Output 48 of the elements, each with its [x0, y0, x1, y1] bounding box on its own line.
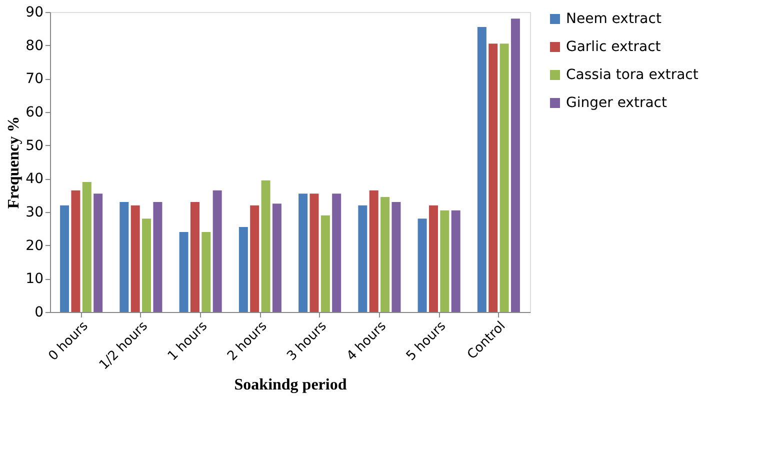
- y-tick-label: 0: [34, 304, 44, 320]
- bar: [272, 204, 282, 312]
- bar: [332, 194, 342, 312]
- bar: [71, 190, 80, 312]
- legend-label: Neem extract: [566, 11, 662, 27]
- bar: [298, 194, 308, 312]
- bar: [190, 202, 200, 312]
- y-tick-label: 90: [26, 4, 44, 20]
- bar: [358, 205, 368, 312]
- bar: [488, 44, 498, 312]
- bar: [369, 190, 378, 312]
- bar: [320, 215, 330, 312]
- x-axis-title: Soakindg period: [234, 376, 347, 394]
- bar: [261, 180, 270, 312]
- bar: [212, 190, 222, 312]
- bar: [310, 194, 319, 312]
- bar: [120, 202, 129, 312]
- bar: [500, 44, 509, 312]
- bar: [250, 205, 260, 312]
- y-tick-label: 50: [26, 138, 44, 154]
- bar: [202, 232, 211, 312]
- bar: [238, 227, 248, 312]
- bar: [418, 218, 427, 312]
- y-tick-label: 10: [26, 271, 44, 288]
- y-tick-label: 60: [26, 104, 44, 120]
- y-tick-label: 40: [26, 171, 44, 188]
- y-tick-label: 70: [26, 71, 44, 88]
- y-tick-label: 30: [26, 204, 44, 220]
- bar: [451, 210, 460, 312]
- legend-label: Garlic extract: [566, 39, 662, 55]
- y-axis-title: Frequency %: [6, 116, 23, 209]
- bar: [142, 218, 152, 312]
- bar: [60, 205, 70, 312]
- bar: [428, 205, 438, 312]
- bar: [94, 194, 103, 312]
- bar: [440, 210, 450, 312]
- y-tick-label: 80: [26, 38, 44, 54]
- bar: [380, 197, 390, 312]
- bar: [477, 27, 486, 312]
- bar: [153, 202, 162, 312]
- bar: [510, 18, 520, 312]
- legend-label: Ginger extract: [566, 95, 668, 111]
- bar: [179, 232, 188, 312]
- bar: [392, 202, 401, 312]
- y-tick-label: 20: [26, 238, 44, 254]
- legend-label: Cassia tora extract: [566, 67, 699, 83]
- bar: [82, 182, 92, 312]
- bar: [130, 205, 140, 312]
